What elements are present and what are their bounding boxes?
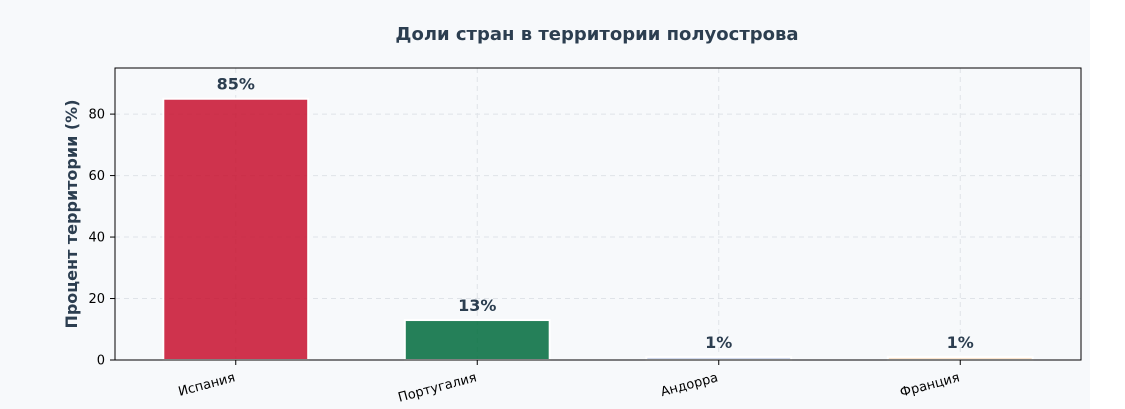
bar [403, 319, 551, 362]
bar [162, 97, 310, 361]
value-labels: 85% 13% 1% 1% [217, 75, 974, 352]
x-tick-label: Андорра [659, 370, 720, 400]
y-tick-label: 0 [97, 354, 105, 369]
bar-value-label: 1% [705, 333, 732, 352]
x-tick-label: Испания [177, 370, 237, 400]
y-tick-label: 80 [88, 108, 105, 123]
y-axis-ticks: 0 20 40 60 80 [88, 108, 115, 369]
bar-value-label: 85% [217, 75, 255, 94]
chart-title: Доли стран в территории полуострова [395, 24, 798, 45]
bars [162, 97, 1034, 362]
x-tick-label: Франция [898, 370, 961, 400]
y-tick-label: 40 [88, 231, 105, 246]
chart-figure: Доли стран в территории полуострова Проц… [62, 24, 1082, 406]
plot-area-frame [114, 67, 1082, 361]
y-tick-label: 20 [88, 292, 105, 307]
x-axis-ticks: Испания Португалия Андорра Франция [177, 360, 961, 406]
y-tick-label: 60 [88, 169, 105, 184]
x-tick-label: Португалия [397, 370, 479, 405]
bar-chart: Доли стран в территории полуострова Проц… [62, 24, 1082, 406]
y-axis-label: Процент территории (%) [62, 99, 81, 328]
bar-value-label: 1% [947, 333, 974, 352]
page-margin [1090, 0, 1125, 409]
bar-value-label: 13% [458, 296, 496, 315]
